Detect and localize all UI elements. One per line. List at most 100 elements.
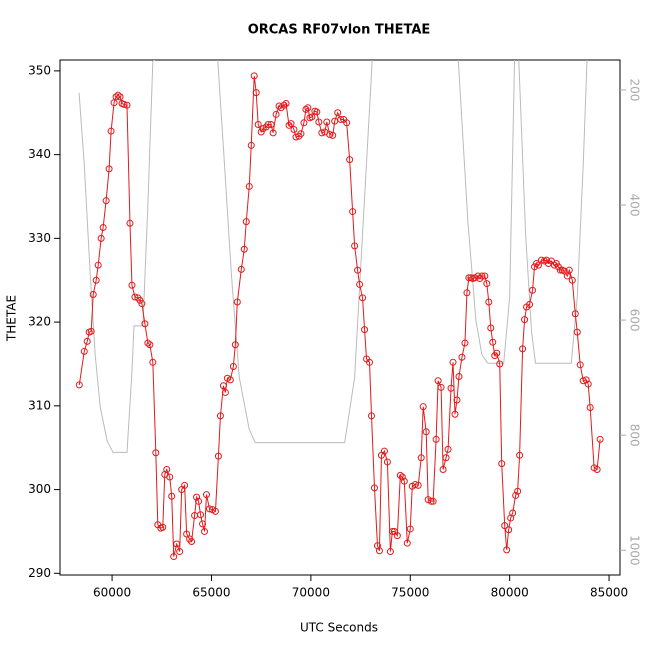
data-point <box>403 539 411 547</box>
data-point <box>216 412 224 420</box>
data-point <box>437 383 445 391</box>
x-tick-label: 65000 <box>192 586 230 600</box>
data-point <box>398 473 406 481</box>
data-point <box>252 89 260 97</box>
data-point <box>393 532 401 540</box>
data-point <box>489 338 497 346</box>
data-point <box>99 223 107 231</box>
data-point <box>396 471 404 479</box>
data-point <box>245 182 253 190</box>
data-point <box>556 266 564 274</box>
data-point <box>107 127 115 135</box>
data-point <box>226 376 234 384</box>
data-point <box>292 133 300 141</box>
data-point <box>366 358 374 366</box>
data-point <box>458 353 466 361</box>
y-tick-label: 290 <box>28 566 51 580</box>
data-point <box>534 261 542 269</box>
data-point <box>250 72 258 80</box>
data-point <box>193 493 201 501</box>
data-point <box>237 265 245 273</box>
data-point <box>375 547 383 555</box>
data-point <box>75 381 83 389</box>
data-point <box>329 131 337 139</box>
data-point <box>219 382 227 390</box>
data-point <box>290 126 298 134</box>
data-point <box>300 119 308 127</box>
data-point <box>221 388 229 396</box>
data-point <box>128 281 136 289</box>
data-point <box>94 261 102 269</box>
data-point <box>116 93 124 101</box>
data-point <box>514 487 522 495</box>
data-point <box>120 100 128 108</box>
data-point <box>349 208 357 216</box>
data-point <box>432 435 440 443</box>
data-point <box>571 310 579 318</box>
data-point <box>481 272 489 280</box>
data-point <box>453 396 461 404</box>
data-point <box>97 234 105 242</box>
data-point <box>80 347 88 355</box>
data-point <box>149 358 157 366</box>
data-point <box>422 428 430 436</box>
data-point <box>427 497 435 505</box>
data-point <box>512 491 520 499</box>
y-tick-label: 350 <box>28 63 51 77</box>
data-point <box>383 458 391 466</box>
data-point <box>560 267 568 275</box>
data-point <box>308 113 316 121</box>
y2-tick-label: 200 <box>628 78 642 101</box>
data-point <box>461 339 469 347</box>
data-point <box>201 527 209 535</box>
data-point <box>442 454 450 462</box>
data-point <box>231 341 239 349</box>
data-point <box>573 328 581 336</box>
data-point <box>455 373 463 381</box>
data-point <box>478 272 486 280</box>
data-point <box>264 120 272 128</box>
data-point <box>439 465 447 473</box>
data-point <box>411 481 419 489</box>
data-point <box>105 165 113 173</box>
data-point <box>414 481 422 489</box>
data-point <box>586 404 594 412</box>
data-point <box>359 294 367 302</box>
data-point <box>483 280 491 288</box>
data-point <box>354 266 362 274</box>
y2-tick-label: 400 <box>628 194 642 217</box>
data-point <box>493 349 501 357</box>
data-point <box>297 130 305 138</box>
data-point <box>370 484 378 492</box>
data-point <box>498 460 506 468</box>
data-point <box>92 276 100 284</box>
data-point <box>550 261 558 269</box>
x-tick-label: 80000 <box>491 586 529 600</box>
data-point <box>282 100 290 108</box>
data-point <box>83 337 91 345</box>
data-point <box>451 410 459 418</box>
data-point <box>447 384 455 392</box>
data-point <box>197 511 205 519</box>
data-point <box>582 376 590 384</box>
data-point <box>568 276 576 284</box>
data-point <box>343 119 351 127</box>
data-point <box>584 380 592 388</box>
y-tick-label: 310 <box>28 398 51 412</box>
data-point <box>304 104 312 112</box>
y-axis-label: THETAE <box>5 295 19 342</box>
data-point <box>141 320 149 328</box>
data-point <box>240 245 248 253</box>
data-point <box>159 523 167 531</box>
data-point <box>406 525 414 533</box>
data-point <box>519 345 527 353</box>
pressure-line <box>78 60 588 453</box>
data-point <box>463 289 471 297</box>
data-point <box>195 497 203 505</box>
data-point <box>505 526 513 534</box>
data-point <box>509 509 517 517</box>
data-point <box>501 522 509 530</box>
data-point <box>576 361 584 369</box>
data-point <box>102 197 110 205</box>
